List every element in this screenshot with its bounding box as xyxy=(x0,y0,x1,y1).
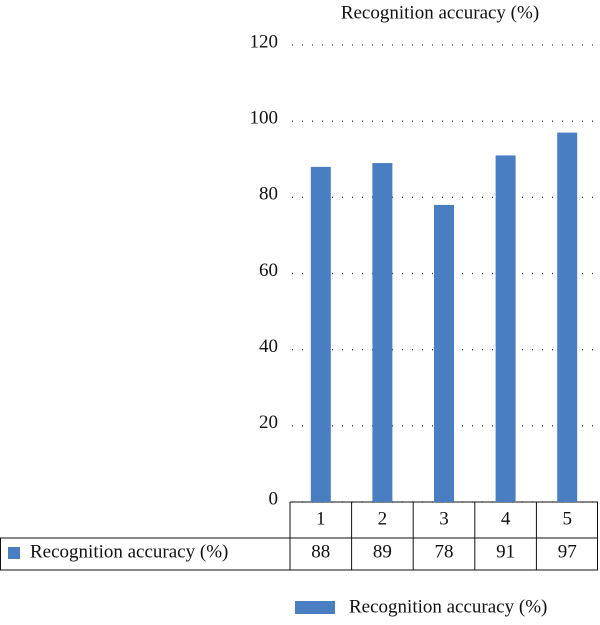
y-tick-label: 20 xyxy=(259,412,278,433)
legend-label: Recognition accuracy (%) xyxy=(349,596,547,617)
table-value: 97 xyxy=(558,541,577,562)
x-tick-label: 1 xyxy=(316,508,326,529)
table-value: 89 xyxy=(373,541,392,562)
x-tick-label: 5 xyxy=(562,508,572,529)
x-tick-label: 2 xyxy=(378,508,388,529)
bar xyxy=(434,204,454,502)
bar xyxy=(310,166,331,502)
bar xyxy=(372,163,393,502)
y-tick-label: 100 xyxy=(250,108,279,129)
x-tick-label: 4 xyxy=(501,508,511,529)
y-tick-label: 40 xyxy=(259,336,278,357)
y-tick-label: 60 xyxy=(259,260,278,281)
table-value: 91 xyxy=(496,541,515,562)
bar xyxy=(557,132,578,502)
table-value: 88 xyxy=(311,541,330,562)
y-tick-label: 0 xyxy=(269,488,279,509)
table-series-name: Recognition accuracy (%) xyxy=(30,541,228,562)
table-swatch xyxy=(8,547,20,559)
y-tick-label: 80 xyxy=(259,184,278,205)
table-value: 78 xyxy=(435,541,454,562)
chart-title: Recognition accuracy (%) xyxy=(341,2,539,23)
legend-swatch xyxy=(295,601,335,614)
x-tick-label: 3 xyxy=(439,508,449,529)
bar xyxy=(495,155,516,503)
y-tick-label: 120 xyxy=(250,31,279,52)
